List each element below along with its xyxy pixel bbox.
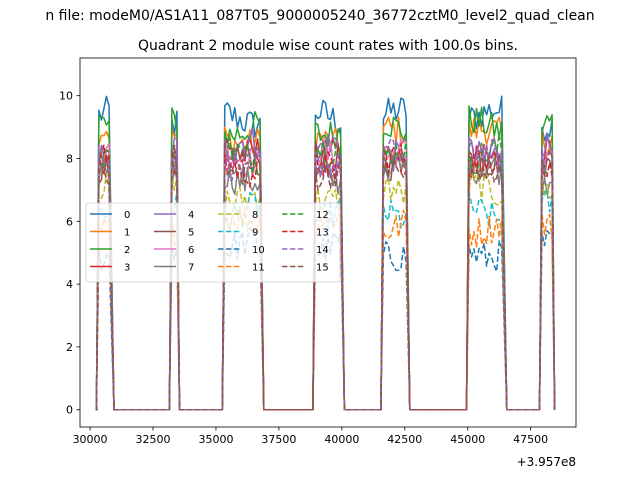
legend-label-1: 1 <box>124 228 130 239</box>
legend-label-4: 4 <box>188 210 194 221</box>
x-axis-offset-label: +3.957e8 <box>517 455 576 469</box>
legend-label-3: 3 <box>124 263 130 274</box>
x-tick-label: 37500 <box>261 433 296 446</box>
legend-label-9: 9 <box>252 228 258 239</box>
x-tick-label: 42500 <box>387 433 422 446</box>
x-tick-label: 40000 <box>324 433 359 446</box>
x-tick-label: 32500 <box>136 433 171 446</box>
figure-suptitle: n file: modeM0/AS1A11_087T05_9000005240_… <box>45 8 594 24</box>
x-tick-label: 47500 <box>513 433 548 446</box>
plot-frame <box>79 57 577 428</box>
series-line-15 <box>95 144 556 411</box>
legend-label-15: 15 <box>316 263 329 274</box>
y-tick-label: 10 <box>59 90 73 103</box>
legend-label-10: 10 <box>252 245 265 256</box>
legend-label-11: 11 <box>252 263 265 274</box>
x-tick-label: 35000 <box>198 433 233 446</box>
legend-label-6: 6 <box>188 245 194 256</box>
x-tick-label: 30000 <box>73 433 108 446</box>
y-tick-label: 2 <box>66 341 73 354</box>
legend-label-14: 14 <box>316 245 329 256</box>
legend-box <box>85 202 341 283</box>
legend-label-12: 12 <box>316 210 329 221</box>
legend-label-13: 13 <box>316 228 329 239</box>
x-tick-label: 45000 <box>450 433 485 446</box>
y-tick-label: 0 <box>66 404 73 417</box>
legend-label-7: 7 <box>188 263 194 274</box>
legend-label-0: 0 <box>124 210 130 221</box>
chart-title: Quadrant 2 module wise count rates with … <box>138 38 518 54</box>
y-tick-label: 8 <box>66 152 73 165</box>
legend-label-2: 2 <box>124 245 130 256</box>
axis-layer: 30000 32500 35000 37500 40000 42500 45000 47500… <box>59 57 577 446</box>
y-tick-label: 4 <box>66 278 73 291</box>
legend-label-5: 5 <box>188 228 194 239</box>
y-tick-label: 6 <box>66 215 73 228</box>
legend-label-8: 8 <box>252 210 258 221</box>
